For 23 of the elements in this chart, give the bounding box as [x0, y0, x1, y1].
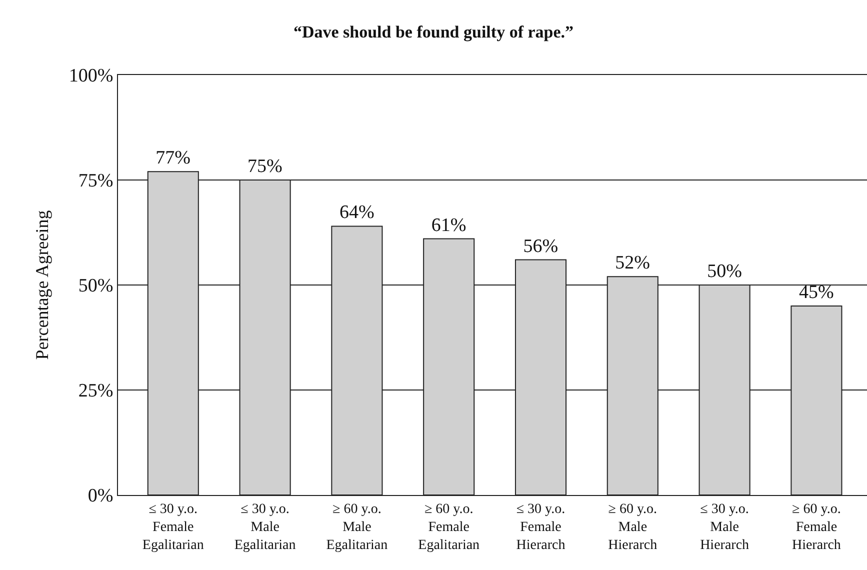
x-tick-label: ≥ 60 y.o. Male Egalitarian: [326, 502, 388, 554]
data-label: 50%: [707, 261, 742, 282]
x-tick-label: ≥ 60 y.o. Female Hierarch: [792, 502, 841, 554]
y-tick-label: 75%: [78, 170, 114, 192]
data-label: 61%: [431, 214, 466, 236]
data-label: 77%: [156, 148, 191, 169]
x-tick-label: ≤ 30 y.o. Male Egalitarian: [234, 502, 296, 554]
x-tick-label: ≤ 30 y.o. Female Egalitarian: [142, 502, 204, 554]
y-tick-label: 25%: [78, 380, 114, 402]
data-label: 64%: [339, 202, 374, 224]
x-tick-label: ≤ 30 y.o. Female Hierarch: [516, 502, 566, 554]
data-label: 75%: [248, 156, 283, 177]
x-tick-label: ≥ 60 y.o. Female Egalitarian: [418, 502, 480, 554]
y-axis-title: Percentage Agreeing: [32, 210, 52, 360]
data-label: 56%: [523, 236, 558, 257]
y-tick-label: 100%: [68, 66, 114, 87]
x-tick-label: ≤ 30 y.o. Male Hierarch: [700, 502, 750, 554]
y-tick-label: 0%: [88, 486, 114, 507]
data-label: 45%: [798, 282, 834, 303]
data-label: 52%: [615, 252, 650, 274]
chart-title: “Dave should be found guilty of rape.”: [293, 22, 574, 42]
y-tick-label: 50%: [78, 276, 114, 297]
x-tick-label: ≥ 60 y.o. Male Hierarch: [608, 502, 658, 554]
